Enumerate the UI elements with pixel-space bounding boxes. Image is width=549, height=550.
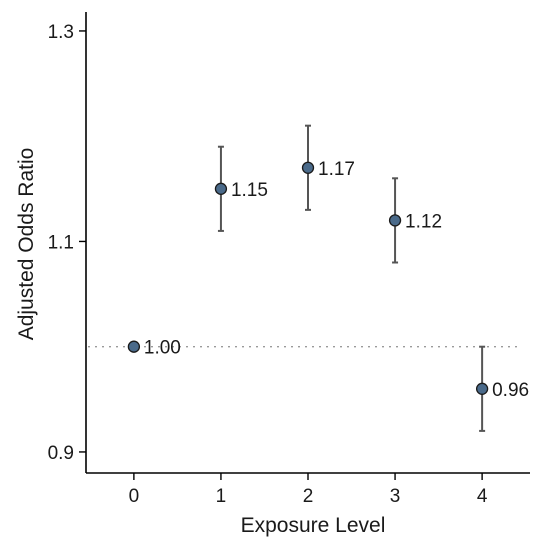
x-tick-label: 1 <box>216 486 227 507</box>
x-axis-title: Exposure Level <box>241 514 386 537</box>
data-point <box>301 161 315 174</box>
x-tick-label: 0 <box>129 486 140 507</box>
y-tick-label: 1.3 <box>48 22 74 43</box>
y-tick-label: 0.9 <box>48 443 74 464</box>
y-axis-title: Adjusted Odds Ratio <box>15 148 38 341</box>
data-point <box>388 214 402 227</box>
data-label: 1.15 <box>231 180 268 201</box>
x-tick-label: 2 <box>303 486 314 507</box>
data-point <box>214 182 228 195</box>
x-tick-label: 4 <box>477 486 488 507</box>
data-label: 0.96 <box>492 380 529 401</box>
x-tick-label: 3 <box>390 486 401 507</box>
data-label: 1.00 <box>144 338 181 359</box>
data-label: 1.17 <box>318 159 355 180</box>
plot-area: 1.00 1.15 1.17 1.12 0.96 <box>88 124 529 432</box>
data-point <box>127 340 141 353</box>
y-tick-label: 1.1 <box>48 232 74 253</box>
data-label: 1.12 <box>405 211 442 232</box>
data-point <box>475 382 489 395</box>
